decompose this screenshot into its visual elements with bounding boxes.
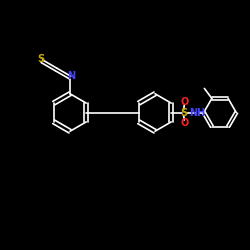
Text: NH: NH [189,108,206,118]
Text: O: O [181,118,189,128]
Text: S: S [180,108,187,118]
Text: N: N [67,71,75,81]
Text: O: O [181,97,189,107]
Text: S: S [37,54,44,64]
